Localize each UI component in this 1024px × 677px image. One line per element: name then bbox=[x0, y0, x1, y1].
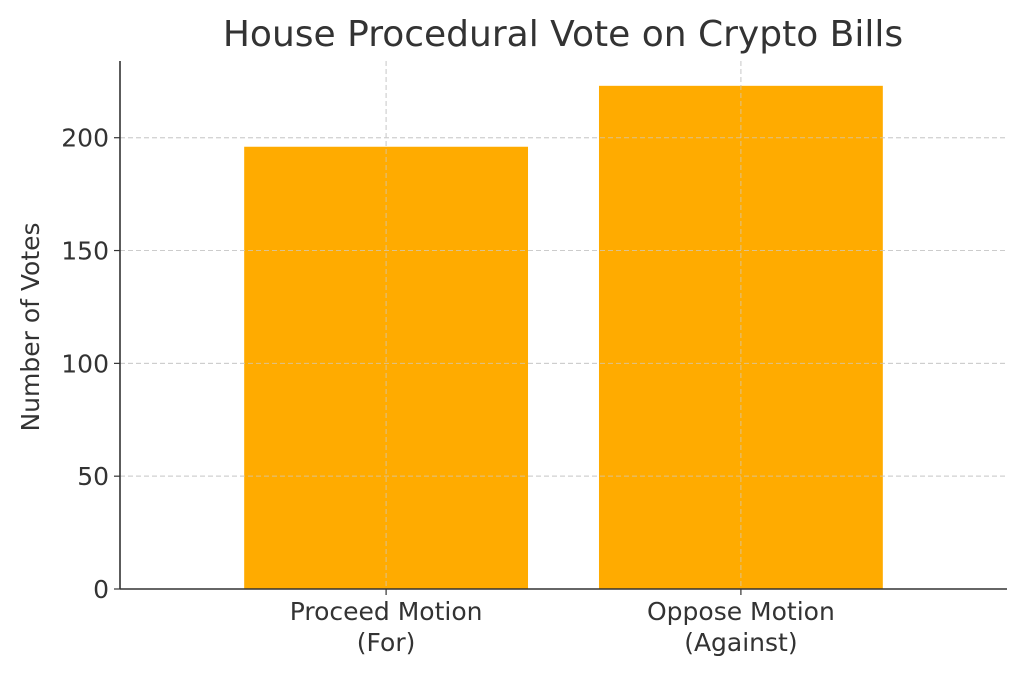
x-tick-label: Oppose Motion bbox=[647, 597, 835, 626]
x-ticks: Proceed Motion(For) Oppose Motion(Against… bbox=[290, 589, 835, 657]
y-tick-label: 150 bbox=[61, 237, 109, 266]
y-axis-label: Number of Votes bbox=[16, 222, 45, 431]
bars bbox=[120, 61, 1007, 590]
x-tick-label: (Against) bbox=[684, 628, 797, 657]
axes bbox=[119, 61, 1007, 590]
y-tick-label: 200 bbox=[61, 124, 109, 153]
x-tick-label: (For) bbox=[357, 628, 416, 657]
y-tick-label: 0 bbox=[93, 575, 109, 604]
x-tick-label: Proceed Motion bbox=[290, 597, 483, 626]
y-tick-label: 50 bbox=[77, 462, 109, 491]
y-tick-label: 100 bbox=[61, 349, 109, 378]
y-ticks: 0 50 100 150 200 bbox=[61, 124, 120, 604]
chart-title: House Procedural Vote on Crypto Bills bbox=[223, 14, 903, 55]
